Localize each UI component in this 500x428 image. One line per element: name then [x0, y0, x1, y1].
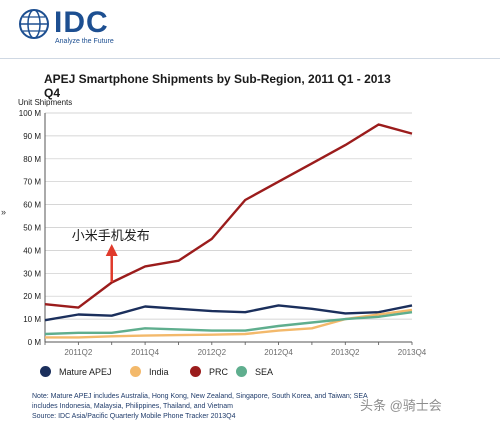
y-tick-label: 60 M [23, 201, 41, 210]
source-line: Source: IDC Asia/Pacific Quarterly Mobil… [32, 413, 236, 420]
legend-label: India [149, 366, 169, 377]
legend-swatch [40, 366, 51, 377]
x-tick-label: 2011Q4 [131, 348, 159, 357]
chart-title: APEJ Smartphone Shipments by Sub-Region,… [44, 72, 391, 100]
legend-item: India [130, 366, 169, 377]
x-tick-label: 2011Q2 [64, 348, 92, 357]
legend-item: SEA [236, 366, 273, 377]
y-tick-label: 50 M [23, 224, 41, 233]
idc-logo-text: IDC [54, 6, 109, 39]
legend-item: Mature APEJ [40, 366, 112, 377]
y-tick-label: 20 M [23, 292, 41, 301]
y-tick-label: 10 M [23, 315, 41, 324]
series-line-sea [44, 311, 413, 336]
legend-item: PRC [190, 366, 228, 377]
legend-swatch [190, 366, 201, 377]
x-tick-label: 2012Q2 [198, 348, 227, 357]
note-line-2: includes Indonesia, Malaysia, Philippine… [32, 403, 233, 410]
legend-swatch [236, 366, 247, 377]
chart-note: Note: Mature APEJ includes Australia, Ho… [32, 392, 472, 422]
y-tick-label: 30 M [23, 269, 41, 278]
globe-icon [19, 9, 49, 39]
annotation-arrowhead [105, 244, 118, 256]
y-tick-label: 40 M [23, 246, 41, 255]
legend-label: Mature APEJ [59, 366, 112, 377]
header-divider [0, 58, 500, 59]
legend-swatch [130, 366, 141, 377]
x-tick-label: 2013Q2 [331, 348, 360, 357]
legend-label: SEA [255, 366, 274, 377]
legend-label: PRC [209, 366, 229, 377]
side-marker: » [1, 207, 7, 217]
y-axis-label: Unit Shipments [18, 98, 73, 107]
report-header: IDC Analyze the Future [0, 0, 500, 60]
y-tick-label: 100 M [19, 109, 42, 118]
y-tick-label: 0 M [28, 338, 42, 347]
y-tick-label: 80 M [23, 155, 41, 164]
x-tick-label: 2012Q4 [264, 348, 293, 357]
y-tick-label: 90 M [23, 132, 41, 141]
note-line-1: Note: Mature APEJ includes Australia, Ho… [32, 393, 368, 400]
x-tick-label: 2013Q4 [398, 348, 427, 357]
series-line-prc [44, 123, 413, 309]
y-tick-label: 70 M [23, 178, 41, 187]
annotation-label: 小米手机发布 [72, 228, 150, 244]
watermark: 头条 @骑士会 [360, 398, 442, 413]
chart-legend: Mature APEJ India PRC SEA [40, 366, 480, 382]
idc-tagline: Analyze the Future [55, 38, 114, 45]
series-line-mature-apej [44, 304, 413, 322]
